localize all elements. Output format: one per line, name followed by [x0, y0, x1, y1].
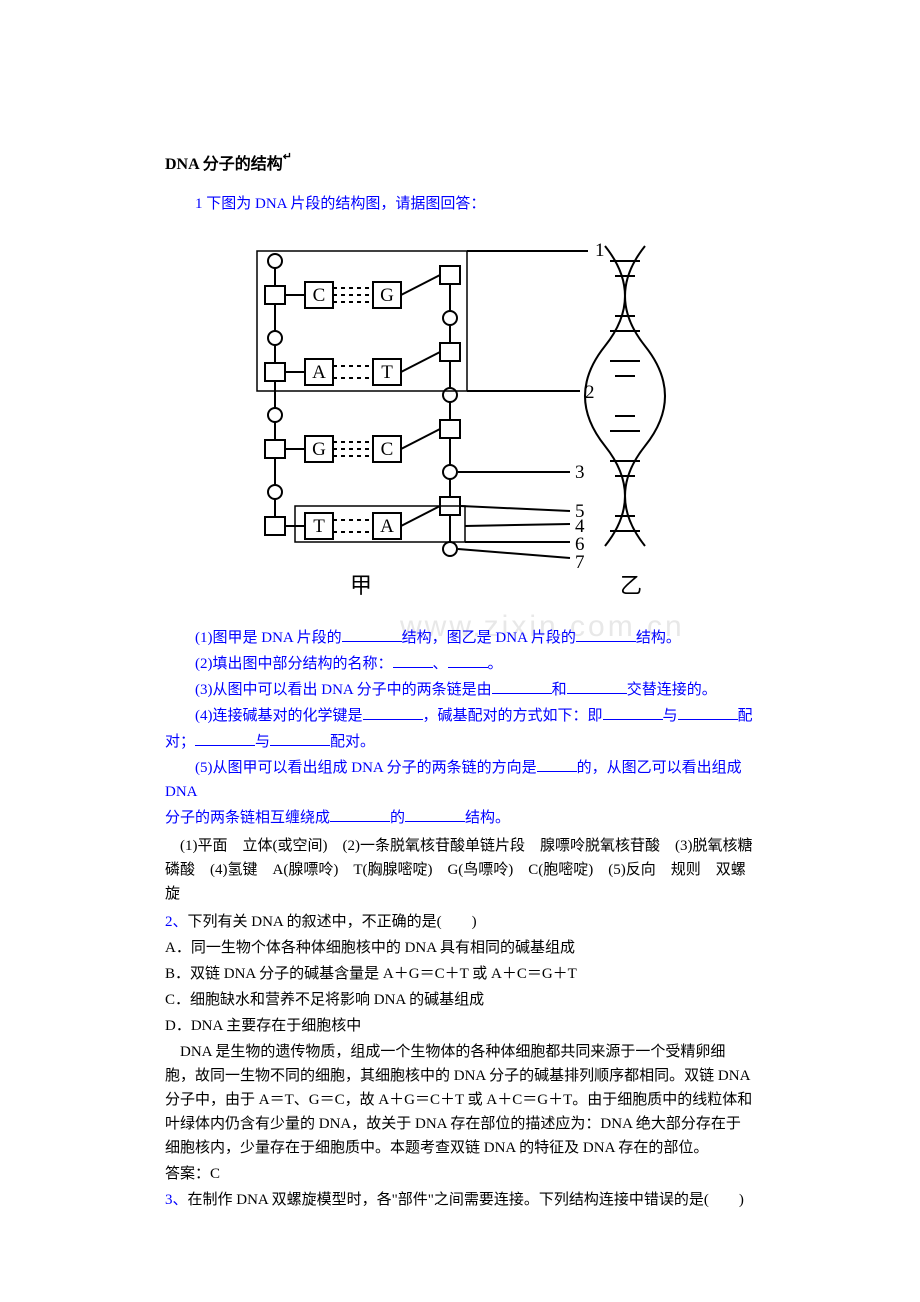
blank [330, 807, 390, 822]
q1-sub4-line2: 对；与配对。 [165, 730, 755, 754]
q2-explain: DNA 是生物的遗传物质，组成一个生物体的各种体细胞都共同来源于一个受精卵细胞，… [165, 1040, 755, 1160]
q2-stem: 2、下列有关 DNA 的叙述中，不正确的是( ) [165, 910, 755, 934]
q2-answer: 答案：C [165, 1162, 755, 1186]
svg-text:1: 1 [595, 240, 605, 261]
svg-text:7: 7 [575, 552, 585, 573]
q1-sub1: (1)图甲是 DNA 片段的结构，图乙是 DNA 片段的结构。 [165, 626, 755, 650]
blank [342, 627, 402, 642]
q2-number: 2、 [165, 914, 188, 930]
q2-optB: B．双链 DNA 分子的碱基含量是 A＋G＝C＋T 或 A＋C＝G＋T [165, 962, 755, 986]
dna-diagram: C G A T G C T A [245, 226, 675, 616]
blank [567, 679, 627, 694]
blank [405, 807, 465, 822]
q1-sub2: (2)填出图中部分结构的名称：、。 [165, 652, 755, 676]
q1-sub5-line2: 分子的两条链相互缠绕成的结构。 [165, 806, 755, 830]
svg-text:G: G [312, 439, 326, 460]
svg-text:C: C [313, 285, 326, 306]
q3-stem: 3、在制作 DNA 双螺旋模型时，各"部件"之间需要连接。下列结构连接中错误的是… [165, 1188, 755, 1212]
page-content: DNA 分子的结构↵ 1 下图为 DNA 片段的结构图，请据图回答： [0, 0, 920, 1212]
dna-svg: C G A T G C T A [245, 226, 675, 616]
title-text: DNA 分子的结构 [165, 156, 283, 173]
svg-text:T: T [381, 362, 393, 383]
blank [448, 653, 488, 668]
q1-number: 1 [195, 196, 203, 212]
q2-optD: D．DNA 主要存在于细胞核中 [165, 1014, 755, 1038]
blank [537, 757, 577, 772]
q2-optC: C．细胞缺水和营养不足将影响 DNA 的碱基组成 [165, 988, 755, 1012]
q1-sub4-line1: (4)连接碱基对的化学键是，碱基配对的方式如下：即与配 [165, 704, 755, 728]
svg-text:乙: 乙 [620, 573, 642, 598]
q1-intro: 1 下图为 DNA 片段的结构图，请据图回答： [165, 192, 755, 216]
return-arrow: ↵ [283, 150, 292, 163]
blank [363, 705, 423, 720]
svg-text:3: 3 [575, 462, 585, 483]
blank [195, 731, 255, 746]
svg-text:甲: 甲 [350, 573, 372, 598]
svg-text:G: G [380, 285, 394, 306]
svg-text:A: A [380, 516, 394, 537]
q2-optA: A．同一生物个体各种体细胞核中的 DNA 具有相同的碱基组成 [165, 936, 755, 960]
blank [492, 679, 552, 694]
blank [678, 705, 738, 720]
svg-text:T: T [313, 516, 325, 537]
q1-answer: (1)平面 立体(或空间) (2)一条脱氧核苷酸单链片段 腺嘌呤脱氧核苷酸 (3… [165, 834, 755, 906]
blank [576, 627, 636, 642]
q1-sub3: (3)从图中可以看出 DNA 分子中的两条链是由和交替连接的。 [165, 678, 755, 702]
q3-number: 3、 [165, 1192, 188, 1208]
q1-intro-text: 下图为 DNA 片段的结构图，请据图回答： [203, 196, 486, 212]
section-title: DNA 分子的结构↵ [165, 150, 755, 174]
svg-text:2: 2 [585, 382, 595, 403]
blank [603, 705, 663, 720]
blank [270, 731, 330, 746]
svg-text:C: C [381, 439, 394, 460]
svg-text:A: A [312, 362, 326, 383]
blank [393, 653, 433, 668]
q1-sub5-line1: (5)从图甲可以看出组成 DNA 分子的两条链的方向是的，从图乙可以看出组成 D… [165, 756, 755, 804]
